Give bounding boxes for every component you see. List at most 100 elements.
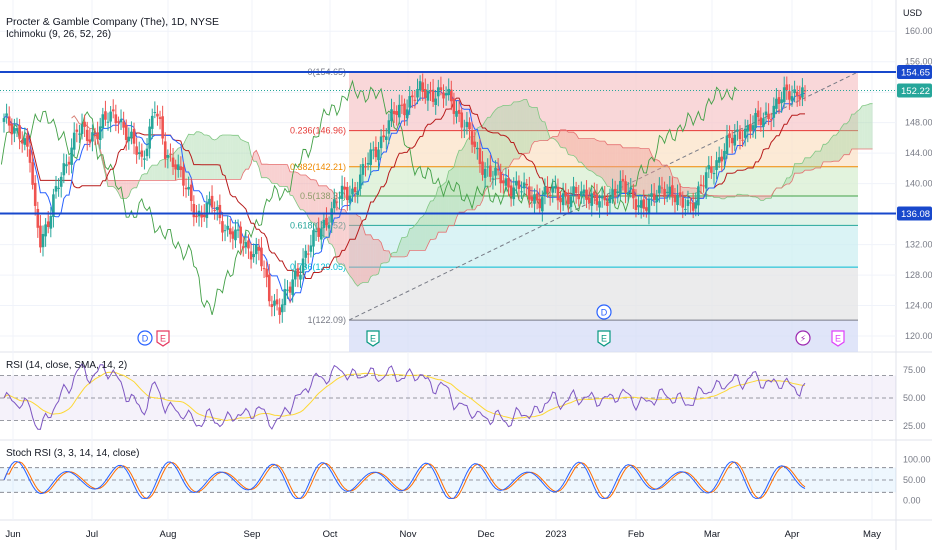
candle-body <box>442 92 445 99</box>
event-circle <box>596 304 612 320</box>
earnings-event-marker[interactable]: E <box>831 330 845 347</box>
candle-body <box>392 110 396 115</box>
candle-body <box>577 194 581 200</box>
cloud-segment <box>867 103 871 150</box>
cloud-segment <box>859 105 863 150</box>
cloud-segment <box>612 144 616 193</box>
candle-body <box>340 185 344 199</box>
candle-body <box>499 171 503 184</box>
cloud-segment <box>531 107 535 145</box>
time-axis-label: Mar <box>704 529 720 540</box>
candle-body <box>382 135 385 138</box>
cloud-segment <box>810 154 813 171</box>
cloud-segment <box>196 131 200 180</box>
cloud-segment <box>805 157 808 171</box>
candle-body <box>275 299 279 305</box>
cloud-segment <box>841 123 845 159</box>
cloud-segment <box>846 120 850 155</box>
cloud-segment <box>352 213 356 284</box>
candle-body <box>192 203 196 218</box>
candle-body <box>132 128 136 144</box>
candle-body <box>106 121 110 123</box>
candle-body <box>265 268 268 278</box>
candle-body <box>72 132 76 150</box>
candle-body <box>450 89 453 102</box>
candle-body <box>166 154 170 158</box>
candle-body <box>299 274 302 280</box>
dividend-event-marker[interactable]: D <box>596 304 612 320</box>
candle-body <box>785 84 789 91</box>
candle-body <box>478 148 482 164</box>
split-event-marker[interactable]: ⚡ <box>795 330 811 346</box>
earnings-event-marker[interactable]: E <box>597 330 611 347</box>
candle-body <box>156 113 159 117</box>
cloud-segment <box>464 140 467 213</box>
candle-body <box>564 192 568 197</box>
cloud-segment <box>828 138 832 162</box>
candle-body <box>507 178 510 188</box>
candle-body <box>439 87 443 91</box>
cloud-segment <box>516 101 519 160</box>
cloud-segment <box>807 157 811 171</box>
candle-body <box>33 182 37 206</box>
event-shield <box>597 330 611 347</box>
candle-body <box>135 146 138 155</box>
cloud-segment <box>336 206 340 265</box>
cloud-segment <box>687 187 691 194</box>
candle-body <box>587 197 591 203</box>
cloud-segment <box>825 142 829 162</box>
dividend-event-marker[interactable]: D <box>137 330 153 346</box>
price-tick-label: 156.00 <box>905 57 932 67</box>
cloud-segment <box>851 114 855 150</box>
cloud-segment <box>799 163 803 174</box>
candle-body <box>743 128 747 138</box>
candle-body <box>174 164 177 170</box>
candle-body <box>788 91 791 100</box>
cloud-segment <box>313 179 317 228</box>
cloud-segment <box>870 103 873 150</box>
earnings-event-marker[interactable]: E <box>366 330 380 347</box>
cloud-segment <box>430 200 434 240</box>
time-axis-label: Jul <box>86 529 98 540</box>
candle-body <box>710 166 713 173</box>
candle-body <box>418 81 422 91</box>
cloud-segment <box>518 100 522 160</box>
cloud-segment <box>225 135 228 180</box>
earnings-event-marker[interactable]: E <box>156 330 170 347</box>
candle-body <box>728 133 731 138</box>
candle-body <box>158 117 162 119</box>
candle-body <box>143 158 146 160</box>
candle-body <box>678 192 682 197</box>
ichimoku-indicator-label[interactable]: Ichimoku (9, 26, 52, 26) <box>6 29 112 40</box>
candle-body <box>447 88 451 95</box>
candle-body <box>660 187 664 189</box>
cloud-segment <box>316 180 319 234</box>
cloud-segment <box>602 141 605 182</box>
candle-body <box>145 148 149 157</box>
candle-body <box>567 195 570 205</box>
chart-title[interactable]: Procter & Gamble Company (The), 1D, NYSE <box>6 16 219 28</box>
candle-body <box>200 213 203 218</box>
stoch-rsi-indicator-label[interactable]: Stoch RSI (3, 3, 14, 14, close) <box>6 448 140 459</box>
candle-body <box>327 224 331 229</box>
candle-body <box>371 149 375 151</box>
cloud-segment <box>521 99 525 155</box>
candle-body <box>756 110 760 118</box>
cloud-segment <box>833 135 837 162</box>
candle-body <box>210 195 214 208</box>
candle-body <box>416 88 419 98</box>
candle-body <box>790 96 794 102</box>
rsi-indicator-label[interactable]: RSI (14, close, SMA, 14, 2) <box>6 360 128 371</box>
price-badge-text: 136.08 <box>901 209 930 220</box>
candle-body <box>629 187 633 190</box>
cloud-segment <box>534 107 538 142</box>
candle-body <box>559 197 562 203</box>
cloud-segment <box>643 148 647 195</box>
event-marker-text: E <box>601 334 607 344</box>
price-badge: 136.08 <box>897 206 932 221</box>
cloud-segment <box>362 226 366 283</box>
candle-body <box>254 244 258 255</box>
candle-body <box>122 121 125 128</box>
